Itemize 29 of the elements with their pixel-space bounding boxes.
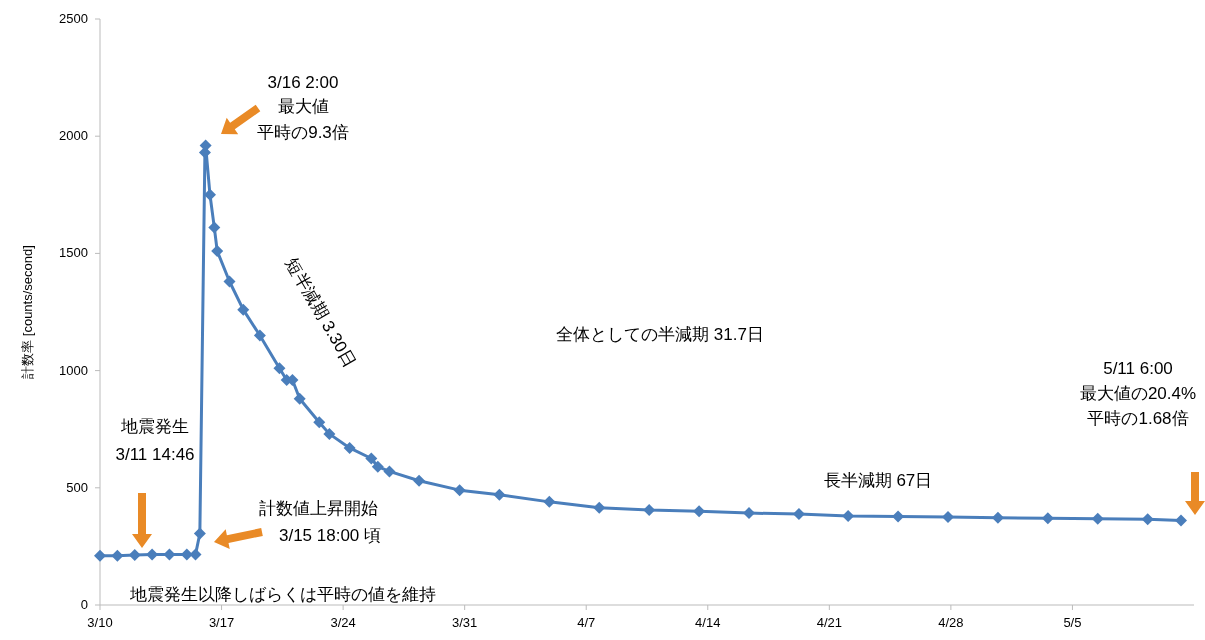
annotation: 3/11 14:46 [115, 445, 195, 464]
x-tick-label: 3/31 [452, 615, 478, 630]
annotation: 3/16 2:00 [267, 73, 339, 92]
y-tick-label: 1500 [59, 245, 88, 261]
y-tick-label: 1000 [59, 362, 88, 378]
x-tick-label: 5/5 [1063, 615, 1082, 630]
annotation: 計数値上昇開始 [258, 499, 378, 518]
x-tick-label: 4/7 [577, 615, 596, 630]
x-tick-label: 4/21 [816, 615, 842, 630]
y-tick-label: 2000 [59, 128, 88, 144]
x-tick-label: 3/17 [208, 615, 235, 630]
annotation: 3/15 18:00 頃 [278, 526, 382, 545]
x-tick-label: 3/24 [330, 615, 356, 630]
x-tick-label: 4/28 [938, 615, 964, 630]
annotation: 長半減期 67日 [823, 471, 933, 490]
y-tick-label: 500 [66, 479, 88, 495]
annotation: 平時の1.68倍 [1087, 409, 1189, 428]
annotation: 最大値の20.4% [1079, 384, 1197, 403]
annotation: 地震発生以降しばらくは平時の値を維持 [129, 585, 436, 604]
annotation: 全体としての半減期 31.7日 [556, 325, 764, 344]
y-tick-label: 0 [80, 597, 88, 612]
y-tick-label: 2500 [59, 11, 88, 26]
annotation: 平時の9.3倍 [257, 123, 349, 142]
annotation: 最大値 [277, 97, 329, 116]
x-tick-label: 3/10 [87, 615, 113, 630]
x-tick-label: 4/14 [695, 615, 721, 630]
annotation: 5/11 6:00 [1103, 359, 1173, 378]
annotation: 地震発生 [120, 417, 189, 436]
y-axis-title: 計数率 [counts/second] [20, 245, 35, 379]
